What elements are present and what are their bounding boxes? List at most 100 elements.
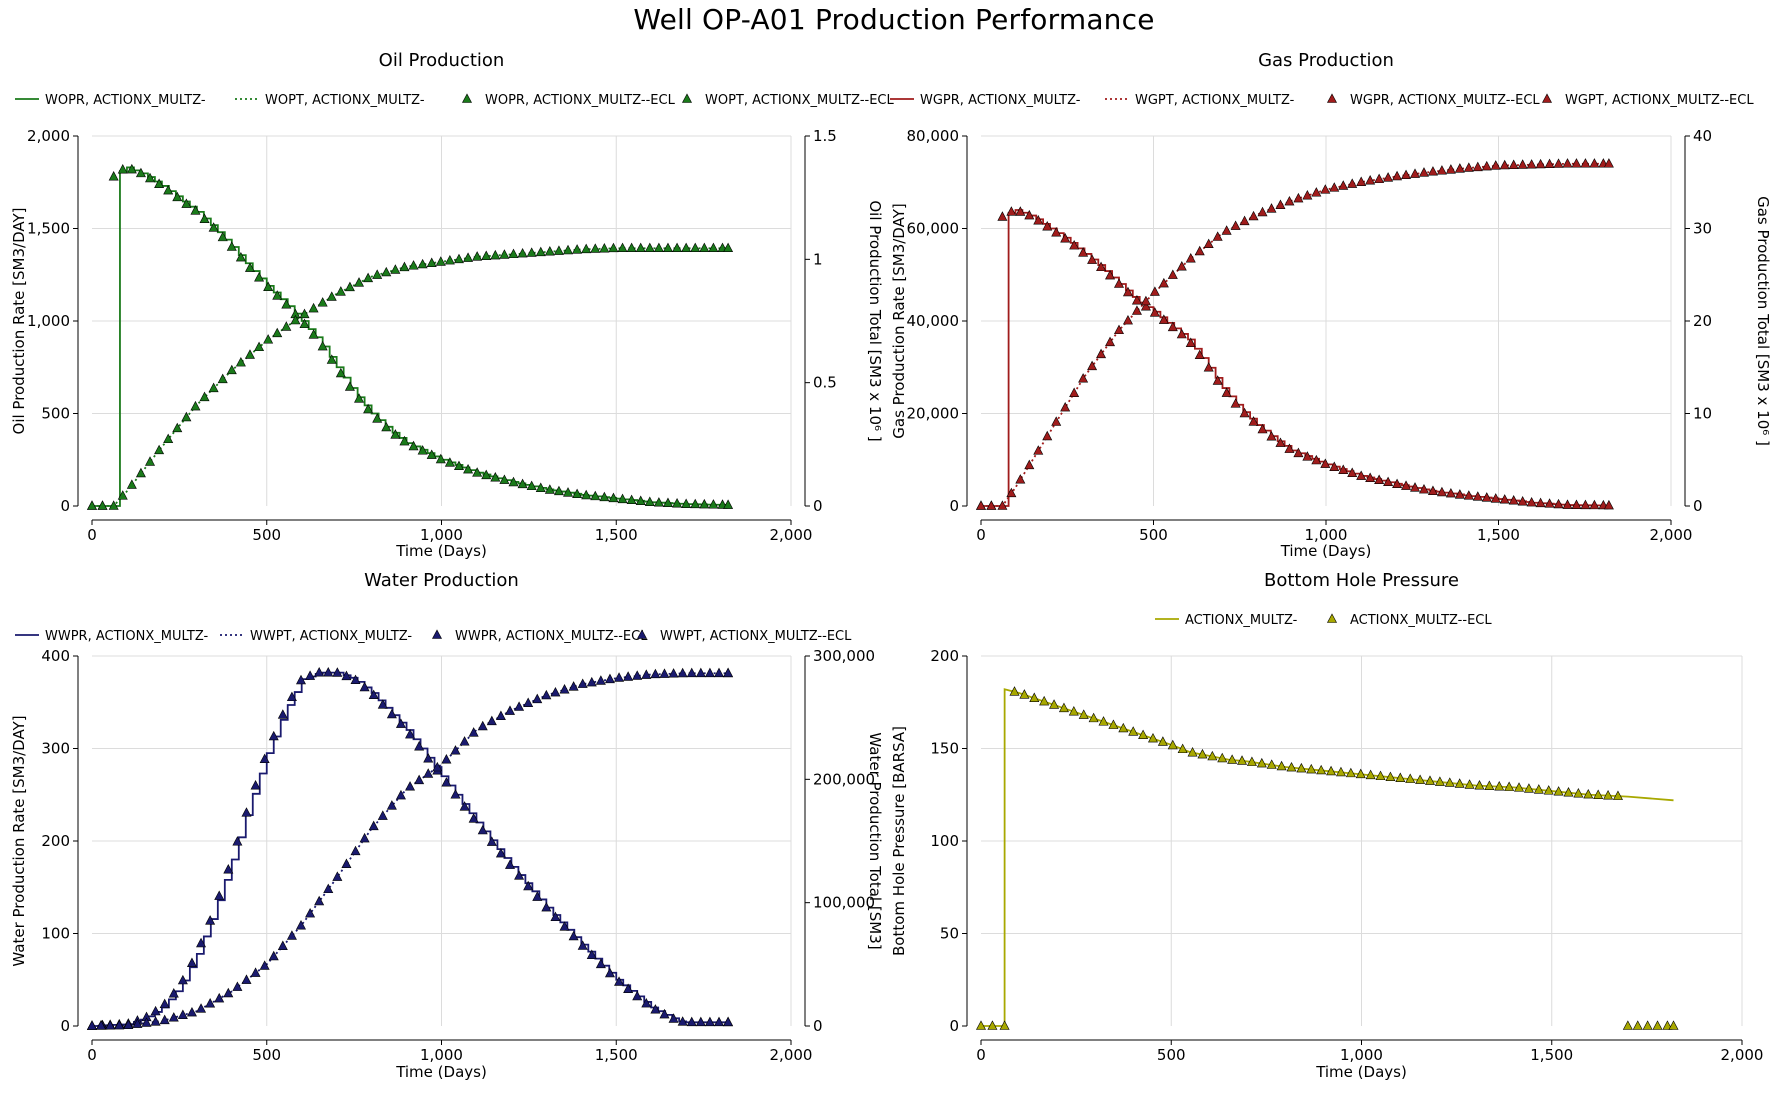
gas-rate-marker [1248,416,1259,426]
bhp-rate-marker [1197,748,1208,759]
legend-item[interactable]: WGPT, ACTIONX_MULTZ--ECL [1542,93,1755,108]
gas-rate-marker [1114,278,1124,288]
bhp-rate-marker [1632,1020,1643,1030]
bhp-rate-marker [1167,739,1178,750]
bhp-rate-marker [1583,788,1594,799]
gas-total-marker [1481,160,1492,171]
water-total-marker [704,667,715,678]
gas-total-marker [1553,158,1564,168]
gas-total-marker [1571,158,1582,168]
bhp-rate-marker [1494,781,1505,791]
bhp-rate-marker [1019,689,1030,699]
bhp-rate-marker [1668,1020,1679,1030]
water-rate-marker [323,667,334,677]
bhp-rate-marker [1573,787,1584,798]
oil-rate-marker [681,498,692,508]
water-total-marker [268,950,279,961]
gas-total-marker [1293,192,1304,203]
water-rate-marker [368,689,379,700]
gas-total-marker [1230,220,1241,230]
legend-item[interactable]: WWPT, ACTIONX_MULTZ- [220,629,412,644]
gas-rate-marker [1347,467,1358,477]
legend-item[interactable]: WOPT, ACTIONX_MULTZ--ECL [682,93,895,108]
gas-rate-marker [1445,487,1456,498]
y-tick-label-left: 0 [949,1017,959,1035]
water-total-marker [423,768,434,778]
oil-rate-marker [635,495,646,505]
gas-rate-marker [1338,464,1349,474]
oil-rate-marker [317,340,328,351]
water-total-marker [623,671,634,681]
bhp-rate-line [981,688,1674,1027]
gas-total-marker [1320,184,1331,194]
water-rate-marker [486,836,497,846]
water-rate-marker [459,801,470,811]
legend-item[interactable]: WOPT, ACTIONX_MULTZ- [235,93,425,108]
water-rate-marker [232,836,243,846]
legend-label: WGPR, ACTIONX_MULTZ- [920,93,1081,108]
oil-rate-marker [626,494,637,505]
water-rate-marker [296,674,306,685]
bhp-rate-marker [1207,750,1218,761]
oil-total-marker [181,411,192,422]
gas-total-marker [1517,159,1528,169]
oil-rate-marker [417,445,428,455]
gas-total-marker [1284,195,1295,206]
y-tick-label-left: 1,000 [27,312,70,330]
gas-rate-marker [1320,458,1331,468]
gas-total-marker [1078,373,1089,383]
legend-item[interactable]: WWPR, ACTIONX_MULTZ- [15,629,209,644]
water-total-marker [323,883,334,894]
oil-rate-marker [190,205,201,215]
legend-item[interactable]: WGPR, ACTIONX_MULTZ--ECL [1327,93,1541,108]
oil-total-marker [381,266,392,277]
water-total-marker [577,678,588,688]
gas-rate-marker [1293,447,1304,458]
gas-total-marker [1024,459,1035,470]
legend-item[interactable]: WWPT, ACTIONX_MULTZ--ECL [637,629,853,644]
bhp-rate-marker [1335,766,1346,777]
legend-item[interactable]: WOPR, ACTIONX_MULTZ- [15,93,206,108]
water-total-marker [132,1018,143,1028]
gas-total-marker [1060,401,1071,412]
gas-total-marker [1033,445,1044,455]
legend-item[interactable]: ACTIONX_MULTZ--ECL [1327,613,1493,628]
oil-total-marker [199,391,210,402]
oil-rate-marker [490,472,501,482]
oil-rate-marker [553,485,564,496]
gas-rate-marker [1356,470,1367,480]
y-tick-label-left: 80,000 [907,127,960,145]
oil-rate-marker [135,167,146,178]
bhp-rate-marker [1039,695,1050,706]
legend-item[interactable]: WOPR, ACTIONX_MULTZ--ECL [462,93,676,108]
x-tick-label: 0 [87,1046,97,1064]
gas-total-marker [1311,187,1322,197]
bhp-rate-marker [1434,776,1445,786]
oil-rate-marker [453,460,464,471]
water-total-marker [714,667,725,678]
gas-total-marker [1257,206,1268,217]
gas-total-marker [1589,158,1600,168]
legend-label: WGPR, ACTIONX_MULTZ--ECL [1350,93,1540,108]
bhp-rate-marker [1375,770,1386,781]
oil-total-marker [135,467,146,478]
legend-item[interactable]: WWPR, ACTIONX_MULTZ--ECL [432,629,649,644]
legend-item[interactable]: WGPR, ACTIONX_MULTZ- [890,93,1081,108]
water-total-marker [659,668,670,678]
oil-total-marker [699,242,710,253]
water-rate-marker [314,667,325,677]
oil-rate-marker [499,474,510,484]
legend-label: WWPR, ACTIONX_MULTZ- [45,629,209,644]
water-rate-marker [550,911,561,922]
bhp-rate-marker [1296,762,1307,773]
oil-total-marker [626,242,637,253]
legend-item[interactable]: ACTIONX_MULTZ- [1155,613,1298,628]
oil-total-marker [299,308,310,319]
oil-total-marker [408,260,419,270]
water-rate-marker [695,1016,706,1027]
gas-total-marker [1562,158,1573,168]
legend-item[interactable]: WGPT, ACTIONX_MULTZ- [1105,93,1295,108]
oil-total-marker [172,422,183,433]
bhp-title: Bottom Hole Pressure [1264,570,1459,591]
oil-total-marker [662,242,673,253]
